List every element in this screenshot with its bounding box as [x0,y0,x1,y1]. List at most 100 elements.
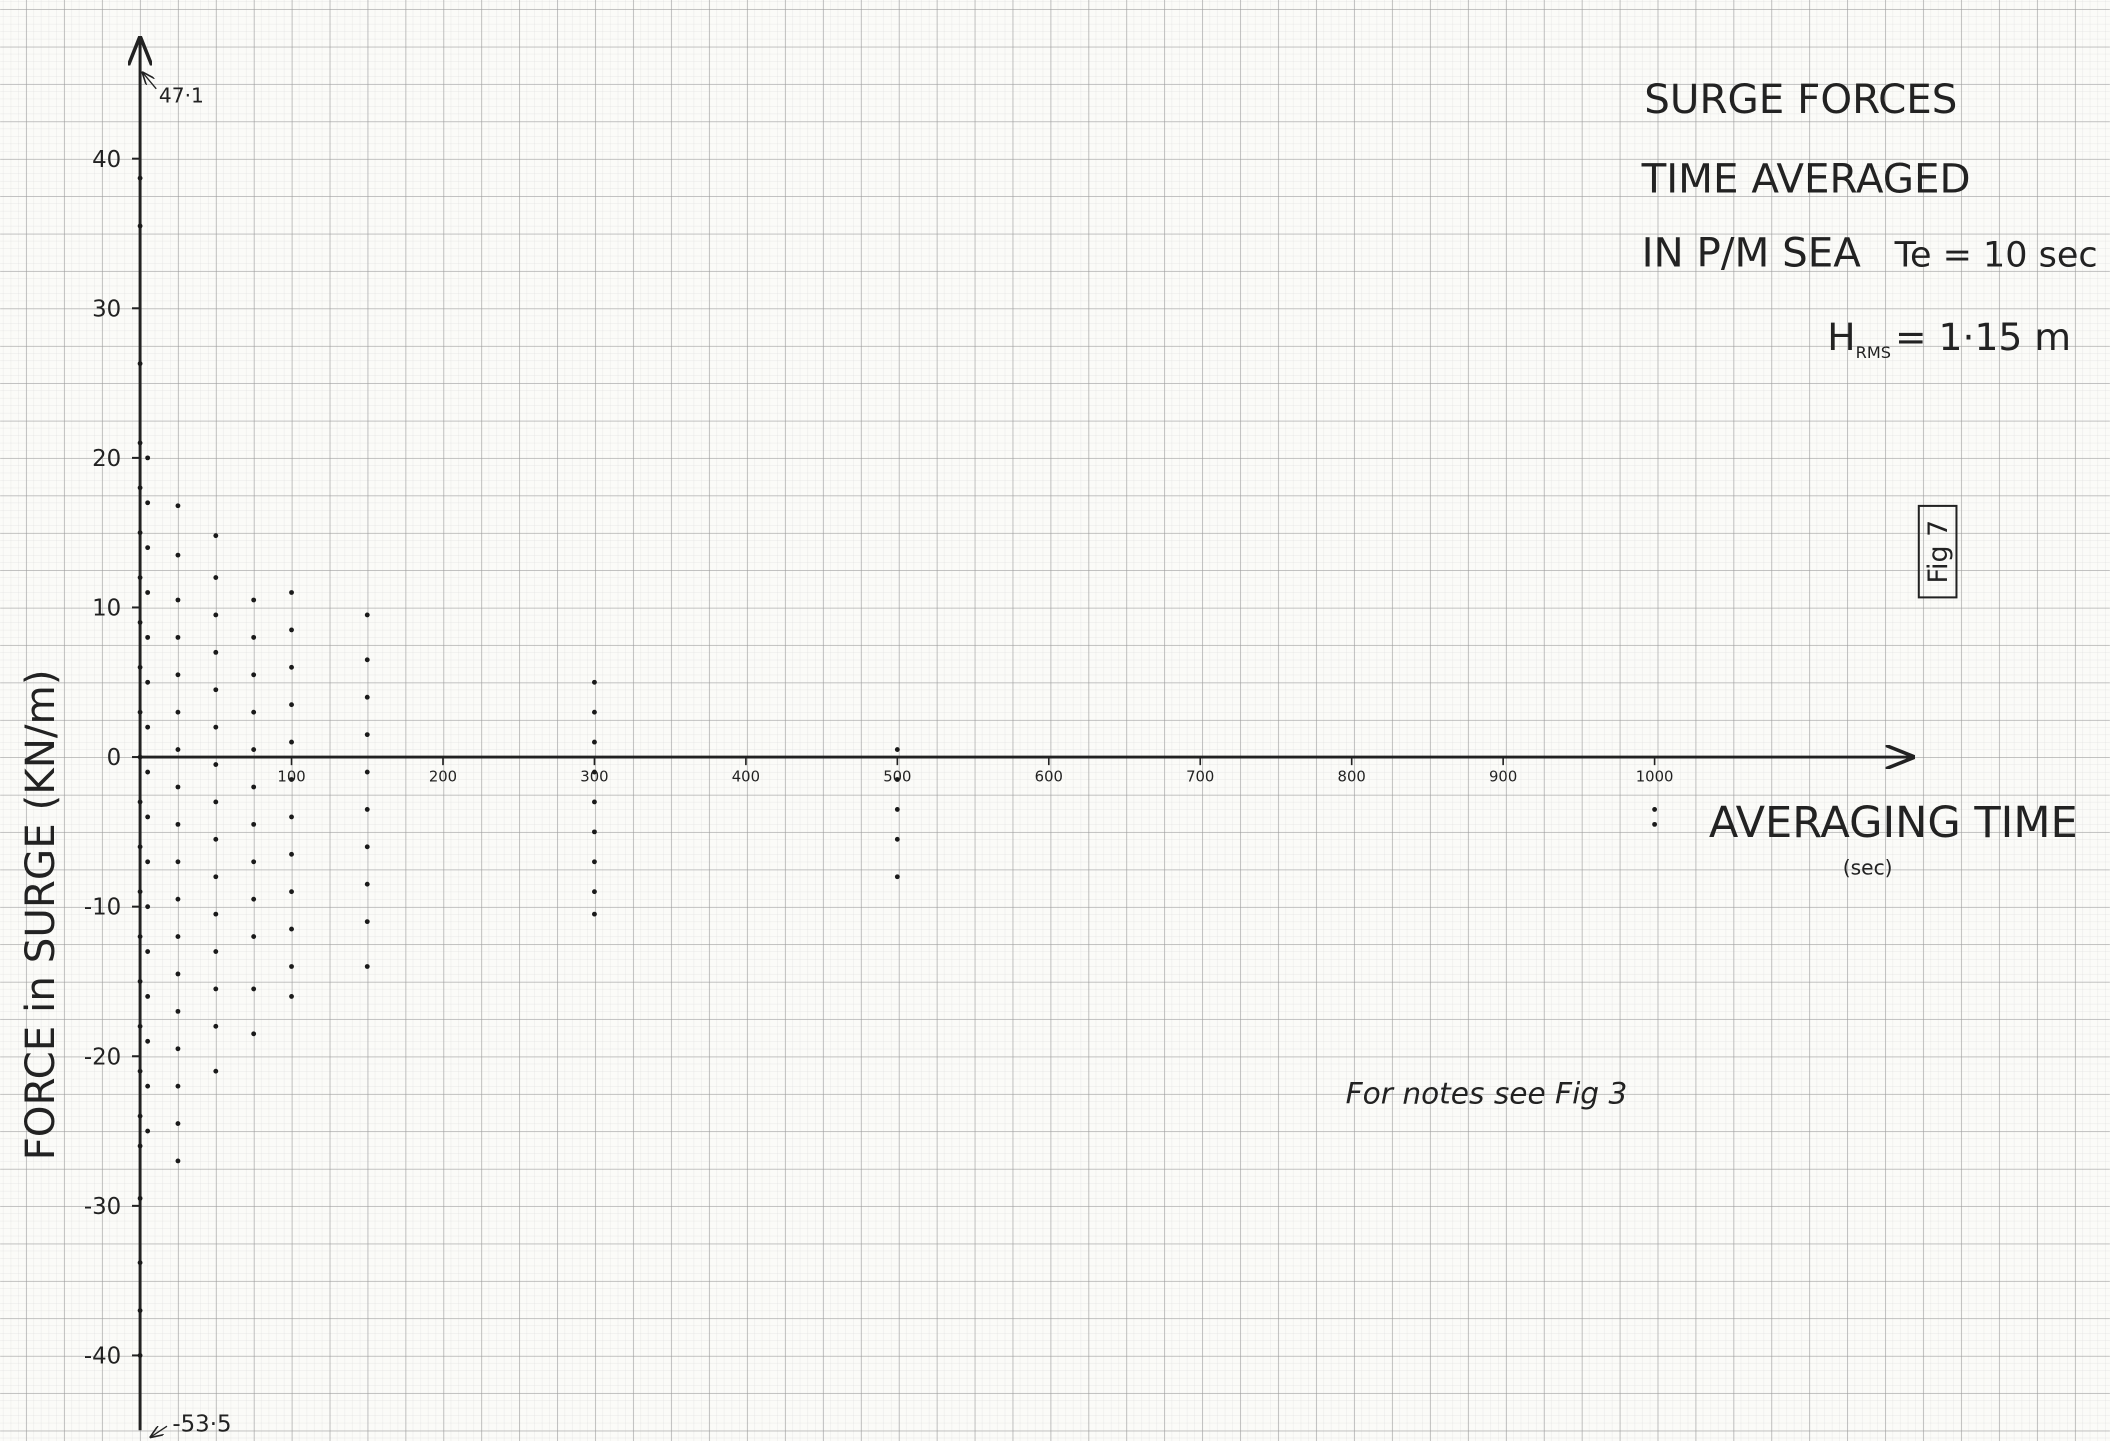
data-point [365,770,370,775]
wave-height-symbol: H [1827,315,1855,359]
data-point [138,1353,143,1358]
x-axis-unit: (sec) [1843,856,1893,880]
data-point [251,897,256,902]
data-point [289,665,294,670]
y-tick-label: 0 [107,745,122,771]
wave-height-rest: = 1·15 m [1895,315,2071,359]
data-point [592,912,597,917]
data-point [289,627,294,632]
y-tick-label: -10 [84,895,121,921]
note: For notes see Fig 3 [1346,1076,1628,1110]
annotation: -53·5 [172,1412,231,1438]
data-point [176,1084,181,1089]
data-point [251,1031,256,1036]
data-point [138,1144,143,1149]
data-point [176,859,181,864]
data-point [365,695,370,700]
data-point [176,1046,181,1051]
data-point [213,575,218,580]
data-point [138,934,143,939]
data-point [213,874,218,879]
data-point [138,979,143,984]
data-point [213,533,218,538]
data-point [213,650,218,655]
data-point [145,859,150,864]
x-tick-label: 900 [1489,768,1517,785]
data-point [289,964,294,969]
data-point [138,440,143,445]
data-point [365,964,370,969]
data-point [176,672,181,677]
data-point [145,725,150,730]
data-point [145,1129,150,1134]
data-point [176,822,181,827]
title-line: TIME AVERAGED [1641,155,1971,202]
data-point [213,949,218,954]
x-axis-label: AVERAGING TIME [1709,798,2078,848]
data-point [251,598,256,603]
y-tick-label: 30 [92,296,121,322]
y-tick-label: -40 [84,1344,121,1370]
data-point [138,224,143,229]
data-point [365,613,370,618]
x-tick-label: 400 [732,768,760,785]
data-point [145,680,150,685]
data-point [289,590,294,595]
data-point [895,777,900,782]
data-point [895,747,900,752]
x-tick-label: 600 [1035,768,1063,785]
data-point [138,844,143,849]
data-point [213,912,218,917]
data-point [213,1069,218,1074]
data-point [138,176,143,181]
data-point [251,635,256,640]
data-point [895,807,900,812]
data-point [289,994,294,999]
x-tick-label: 1000 [1636,768,1674,785]
data-point [138,1260,143,1265]
data-point [213,837,218,842]
data-point [365,732,370,737]
data-point [289,889,294,894]
data-point [251,785,256,790]
title-line: SURGE FORCES [1644,76,1957,123]
data-point [176,503,181,508]
data-point [145,545,150,550]
data-point [365,844,370,849]
data-point [251,710,256,715]
data-point [251,987,256,992]
data-point [138,1069,143,1074]
data-point [138,889,143,894]
y-tick-label: 20 [92,446,121,472]
data-point [145,949,150,954]
data-point [145,1039,150,1044]
data-point [138,575,143,580]
data-point [592,710,597,715]
data-point [365,919,370,924]
data-point [176,710,181,715]
data-point [592,859,597,864]
data-point [895,874,900,879]
data-point [213,1024,218,1029]
data-point [176,785,181,790]
x-tick-label: 100 [277,768,305,785]
data-point [289,927,294,932]
data-point [145,455,150,460]
y-tick-label: 10 [92,596,121,622]
y-tick-label: 40 [92,147,121,173]
data-point [176,972,181,977]
y-tick-label: -20 [84,1044,121,1070]
data-point [251,934,256,939]
grid-paper [0,0,2110,1441]
data-point [138,485,143,490]
data-point [138,620,143,625]
data-point [138,1024,143,1029]
title-line: IN P/M SEA [1642,229,1862,276]
data-point [145,770,150,775]
data-point [592,740,597,745]
data-point [138,800,143,805]
data-point [145,1084,150,1089]
data-point [213,613,218,618]
data-point [592,889,597,894]
data-point [895,837,900,842]
